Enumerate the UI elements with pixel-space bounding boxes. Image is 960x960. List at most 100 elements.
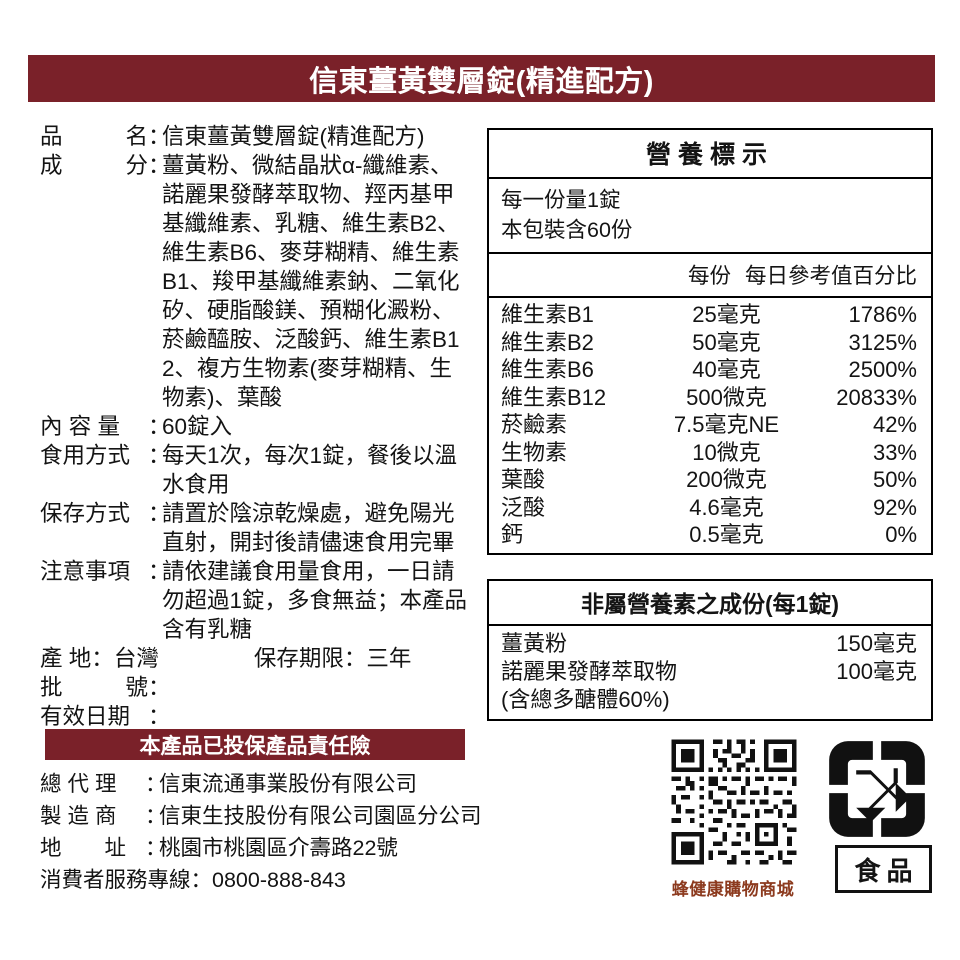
nutrient-name: 鈣 <box>501 522 524 547</box>
nutrition-serving-block: 每一份量1錠 本包裝含60份 <box>489 179 931 254</box>
company-row-address: 地 址 ： 桃園市桃園區介壽路22號 <box>40 832 510 864</box>
nutrient-name: 泛酸 <box>501 494 546 520</box>
nutrient-name: 生物素 <box>501 439 568 465</box>
table-row: 維生素B1 25毫克 1786% <box>489 301 931 329</box>
company-value-manufacturer: 信東生技股份有限公司園區分公司 <box>159 804 482 828</box>
nutrient-amount: 7.5毫克NE <box>673 412 780 437</box>
nutrient-name: 葉酸 <box>501 467 546 492</box>
table-row: 維生素B2 50毫克 3125% <box>489 329 931 357</box>
info-value-cautions: 請依建議食用量食用，一日請勿超過1錠，多食無益；本產品含有乳糖 <box>162 559 468 642</box>
table-row: 維生素B6 40毫克 2500% <box>489 356 931 384</box>
info-value-shelf-life: 三年 <box>366 646 412 671</box>
company-label-distributor: 總 代 理 <box>40 772 117 796</box>
info-label-shelf-life: 保存期限 <box>253 646 344 671</box>
insurance-banner-label: 本產品已投保產品責任險 <box>139 734 371 758</box>
non-nutrient-rows: 薑黃粉 150毫克 諾麗果發酵萃取物 100毫克 (含總多醣體60%) <box>489 626 931 719</box>
nutrient-percent: 42% <box>872 412 917 437</box>
info-value-product-name: 信東薑黃雙層錠(精進配方) <box>162 124 425 149</box>
insurance-banner: 本產品已投保產品責任險 <box>45 729 465 760</box>
product-title-banner: 信東薑黃雙層錠(精進配方) <box>28 55 935 102</box>
nutrient-name: 維生素B12 <box>501 384 607 410</box>
info-value-origin: 台灣 <box>113 646 159 671</box>
servings-per-container: 本包裝含60份 <box>501 218 633 242</box>
nutrient-amount: 25毫克 <box>692 302 761 327</box>
food-grade-label: 食品 <box>854 855 919 886</box>
nutrient-amount: 200微克 <box>686 467 767 492</box>
recycle-mobius-icon <box>829 741 925 837</box>
nutrient-percent: 1786% <box>848 302 917 327</box>
nutrient-name: 菸鹼素 <box>501 412 568 437</box>
nutrient-percent: 92% <box>872 494 917 520</box>
product-info-list: 品 名 ： 信東薑黃雙層錠(精進配方) 成 分 ： 薑黃粉、微結晶狀α-纖維素、… <box>40 122 472 731</box>
table-row: 菸鹼素 7.5毫克NE 42% <box>489 411 931 439</box>
info-value-storage: 請置於陰涼乾燥處，避免陽光直射，開封後請儘速食用完畢 <box>162 501 455 555</box>
marks-block: 蜂健康購物商城 食品 <box>660 735 940 915</box>
nutrient-amount: 500微克 <box>686 384 767 410</box>
nutrient-percent: 2500% <box>848 357 917 382</box>
info-value-ingredients: 薑黃粉、微結晶狀α-纖維素、諾麗果發酵萃取物、羥丙基甲基纖維素、乳糖、維生素B2… <box>162 153 460 410</box>
info-row-ingredients: 成 分 ： 薑黃粉、微結晶狀α-纖維素、諾麗果發酵萃取物、羥丙基甲基纖維素、乳糖… <box>40 151 472 412</box>
colon: ： <box>148 675 171 700</box>
nutrient-percent: 3125% <box>848 329 917 355</box>
page-title: 信東薑黃雙層錠(精進配方) <box>309 65 654 98</box>
info-value-net-content: 60錠入 <box>162 414 233 439</box>
info-row-origin: 產 地 ： 台灣 保存期限 ： 三年 <box>40 644 472 673</box>
colon: ： <box>148 559 171 584</box>
table-row: 葉酸 200微克 50% <box>489 466 931 494</box>
info-value-directions: 每天1次，每次1錠，餐後以溫水食用 <box>162 443 458 497</box>
info-label-net-content: 內 容 量 <box>40 414 121 439</box>
company-value-distributor: 信東流通事業股份有限公司 <box>159 772 418 796</box>
info-row-directions: 食用方式 ： 每天1次，每次1錠，餐後以溫水食用 <box>40 441 472 499</box>
nutrient-amount: 10微克 <box>692 439 761 465</box>
colon: ： <box>148 124 171 149</box>
nutrient-amount: 4.6毫克 <box>689 494 764 520</box>
info-row-storage: 保存方式 ： 請置於陰涼乾燥處，避免陽光直射，開封後請儘速食用完畢 <box>40 499 472 557</box>
company-info-block: 總 代 理 ： 信東流通事業股份有限公司 製 造 商 ： 信東生技股份有限公司園… <box>40 768 510 896</box>
info-row-expiry-date: 有效日期 ： <box>40 702 472 731</box>
info-row-cautions: 注意事項 ： 請依建議食用量食用，一日請勿超過1錠，多食無益；本產品含有乳糖 <box>40 557 472 644</box>
nutrition-facts-title: 營養標示 <box>489 130 931 179</box>
info-label-directions: 食用方式 <box>40 443 131 468</box>
company-row-distributor: 總 代 理 ： 信東流通事業股份有限公司 <box>40 768 510 800</box>
table-row: 維生素B12 500微克 20833% <box>489 384 931 412</box>
nutrient-percent: 33% <box>872 439 917 465</box>
non-nutrient-name: 薑黃粉 <box>501 631 568 656</box>
nutrition-facts-panel: 營養標示 每一份量1錠 本包裝含60份 每份 每日參考值百分比 維生素B1 25… <box>487 128 933 555</box>
nutrient-amount: 0.5毫克 <box>689 522 764 547</box>
table-row: 泛酸 4.6毫克 92% <box>489 494 931 522</box>
colon: ： <box>145 804 167 828</box>
nutrient-name: 維生素B2 <box>501 329 594 355</box>
column-header-percent: 每日參考值百分比 <box>744 264 917 288</box>
company-row-hotline: 消費者服務專線：0800-888-843 <box>40 864 510 896</box>
qr-code[interactable]: 蜂健康購物商城 <box>660 735 808 899</box>
colon: ： <box>148 153 171 178</box>
non-nutrient-title: 非屬營養素之成份(每1錠) <box>489 581 931 626</box>
company-label-address: 地 址 <box>40 836 127 860</box>
nutrient-name: 維生素B6 <box>501 357 594 382</box>
customer-service-hotline: 消費者服務專線：0800-888-843 <box>40 868 346 892</box>
nutrient-percent: 0% <box>885 522 917 547</box>
nutrition-rows: 維生素B1 25毫克 1786% 維生素B2 50毫克 3125% 維生素B6 … <box>489 298 931 553</box>
company-label-manufacturer: 製 造 商 <box>40 804 117 828</box>
nutrient-amount: 40毫克 <box>692 357 761 382</box>
table-row: 生物素 10微克 33% <box>489 439 931 467</box>
colon: ： <box>91 646 114 671</box>
info-label-storage: 保存方式 <box>40 501 131 526</box>
recycle-icon <box>823 737 931 846</box>
info-row-net-content: 內 容 量 ： 60錠入 <box>40 412 472 441</box>
table-row: 薑黃粉 150毫克 <box>489 630 931 658</box>
nutrient-amount: 50毫克 <box>692 329 761 355</box>
info-row-lot-number: 批 號 ： <box>40 673 472 702</box>
colon: ： <box>148 443 171 468</box>
table-row: 鈣 0.5毫克 0% <box>489 521 931 549</box>
nutrient-percent: 50% <box>872 467 917 492</box>
non-nutrient-name: 諾麗果發酵萃取物 <box>501 659 678 684</box>
table-row: 諾麗果發酵萃取物 100毫克 <box>489 658 931 686</box>
colon: ： <box>148 704 171 729</box>
colon: ： <box>148 501 171 526</box>
info-label-product-name: 品 名 <box>40 124 148 149</box>
non-nutrient-note: (含總多醣體60%) <box>501 687 670 712</box>
info-row-product-name: 品 名 ： 信東薑黃雙層錠(精進配方) <box>40 122 472 151</box>
company-value-address: 桃園市桃園區介壽路22號 <box>159 836 398 860</box>
info-label-cautions: 注意事項 <box>40 559 131 584</box>
